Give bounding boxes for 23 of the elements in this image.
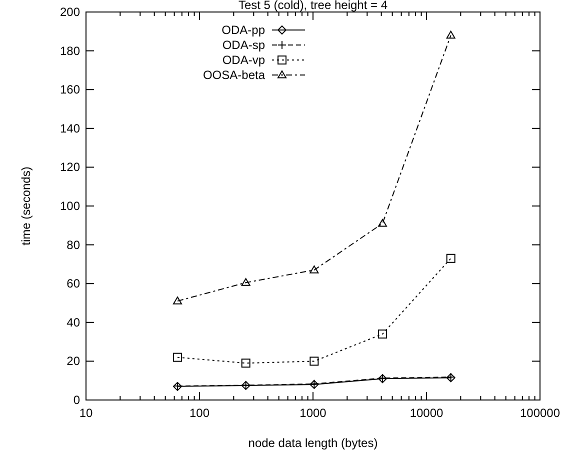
y-tick-label: 140 xyxy=(60,121,80,136)
y-tick-label: 40 xyxy=(66,315,80,330)
x-tick-label: 10 xyxy=(79,406,93,420)
legend-label: ODA-pp xyxy=(222,23,266,37)
x-tick-label: 100000 xyxy=(520,406,560,420)
y-tick-label: 120 xyxy=(60,160,80,174)
y-tick-label: 180 xyxy=(60,44,80,58)
y-tick-label: 80 xyxy=(66,238,80,252)
y-tick-label: 0 xyxy=(73,393,80,407)
x-tick-label: 1000 xyxy=(300,406,327,420)
y-tick-label: 60 xyxy=(66,276,80,291)
x-axis-title: node data length (bytes) xyxy=(248,436,378,450)
x-tick-label: 10000 xyxy=(410,406,444,420)
y-tick-label: 160 xyxy=(60,82,80,97)
legend-label: ODA-vp xyxy=(222,53,266,67)
chart-title: Test 5 (cold), tree height = 4 xyxy=(238,0,388,12)
y-tick-label: 200 xyxy=(60,5,80,19)
x-tick-label: 100 xyxy=(189,406,210,420)
y-tick-label: 100 xyxy=(60,199,80,213)
y-axis-title: time (seconds) xyxy=(19,166,33,246)
legend-label: OOSA-beta xyxy=(202,68,266,82)
legend-label: ODA-sp xyxy=(222,38,266,52)
y-tick-label: 20 xyxy=(66,354,80,368)
